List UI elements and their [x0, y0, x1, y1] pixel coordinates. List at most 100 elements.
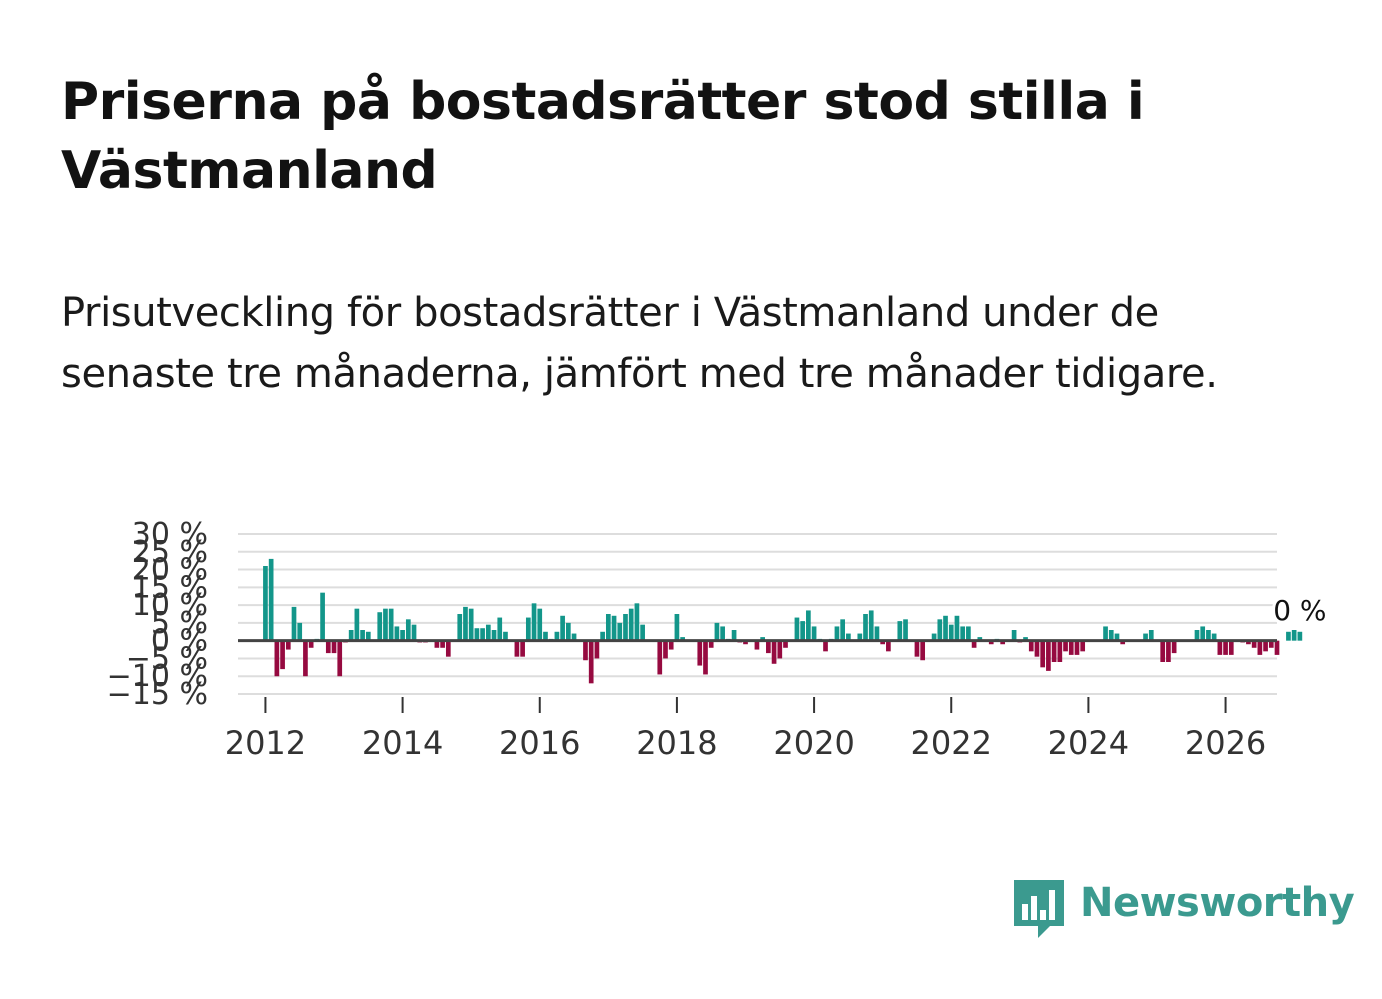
x-axis: 2012 2014 2016 2018 2020 2022 2024 2026 [225, 697, 1266, 762]
bar [903, 619, 908, 641]
bar [868, 610, 874, 641]
bar [863, 614, 868, 641]
bar [874, 626, 880, 641]
bar [388, 608, 394, 641]
bar [628, 608, 634, 641]
chart-container: 30 % 25 % 20 % 15 % 10 % 5 % 0 % −5 % −10 % −15 %… [0, 500, 1382, 790]
bar [1028, 640, 1034, 652]
bar [897, 621, 903, 641]
bar [457, 614, 463, 641]
bar [485, 624, 491, 641]
bar [1000, 640, 1006, 645]
x-tick-label: 2024 [1048, 724, 1129, 762]
bar [434, 640, 440, 648]
bar [743, 640, 748, 645]
bar [1074, 640, 1080, 655]
bar [1297, 631, 1303, 641]
y-axis-labels: 30 %25 %20 %15 %10 %5 %0 %−5 %−10 %−15 % [107, 517, 208, 712]
bar [760, 637, 765, 641]
page-subtitle: Prisutveckling för bostadsrätter i Västm… [61, 290, 1218, 397]
bar [445, 640, 451, 657]
bar [777, 640, 783, 659]
bar [731, 630, 737, 641]
bar [531, 603, 537, 641]
bar [971, 640, 977, 648]
bar [571, 633, 577, 641]
x-tick-label: 2014 [362, 724, 443, 762]
bar [1011, 630, 1017, 641]
bar [468, 608, 474, 641]
bar [623, 614, 628, 641]
bar [394, 626, 400, 641]
bar [840, 619, 845, 641]
x-tick-label: 2016 [499, 724, 580, 762]
bar [1068, 640, 1074, 655]
bar [1251, 640, 1257, 648]
bar [1108, 630, 1114, 641]
bar [1228, 640, 1234, 655]
bar [320, 592, 325, 641]
bar [1206, 630, 1211, 641]
bar [966, 626, 971, 641]
bar [525, 617, 531, 641]
bar [954, 615, 960, 641]
bar [1286, 631, 1291, 641]
bar [274, 640, 280, 677]
bar-chart: 30 %25 %20 %15 %10 %5 %0 %−5 %−10 %−15 %… [107, 517, 1330, 762]
bar [806, 610, 811, 641]
last-value-label: 0 % [1273, 594, 1326, 627]
bar [1114, 633, 1120, 641]
bar [1274, 640, 1280, 655]
bar [560, 615, 565, 641]
bar [1291, 630, 1297, 641]
bar [280, 640, 285, 670]
chart-annotations: 0 % [1270, 591, 1329, 630]
brand-name: Newsworthy [1080, 880, 1355, 926]
page-title: Priserna på bostadsrätter stod stilla i … [61, 72, 1145, 201]
x-tick-label: 2012 [225, 724, 306, 762]
bar [714, 622, 720, 641]
bar [617, 622, 623, 641]
bar [1040, 640, 1046, 668]
bar [360, 630, 365, 641]
bar [308, 640, 314, 648]
bar [514, 640, 520, 657]
bar [823, 640, 828, 652]
x-tick-label: 2020 [773, 724, 854, 762]
bar [1268, 640, 1274, 648]
bar [977, 637, 983, 641]
x-tick-label: 2018 [636, 724, 717, 762]
bar [405, 619, 411, 641]
bar [800, 621, 805, 641]
bar [1160, 640, 1166, 662]
y-tick-label: 25 % [132, 535, 208, 570]
y-tick-label: 15 % [132, 570, 208, 605]
bar [1194, 630, 1200, 641]
bar [600, 631, 605, 641]
bar [886, 640, 891, 652]
bar [708, 640, 714, 648]
bar [811, 626, 817, 641]
bar [588, 640, 594, 684]
x-tick-label: 2026 [1185, 724, 1266, 762]
bar [303, 640, 308, 677]
bar [937, 619, 943, 641]
y-tick-label: −15 % [107, 677, 208, 712]
bar [783, 640, 788, 648]
bar [440, 640, 445, 648]
bar [931, 633, 937, 641]
bar [348, 630, 354, 641]
bar [605, 614, 611, 641]
bar [1148, 630, 1154, 641]
bar [1143, 633, 1148, 641]
bar [263, 566, 268, 641]
bar [377, 612, 383, 641]
x-tick-label: 2022 [911, 724, 992, 762]
bar [554, 631, 560, 641]
bar [1023, 637, 1028, 641]
bar [988, 640, 994, 645]
bar [880, 640, 886, 645]
bar [400, 630, 405, 641]
bar [285, 640, 291, 650]
y-tick-label: 5 % [151, 606, 208, 641]
